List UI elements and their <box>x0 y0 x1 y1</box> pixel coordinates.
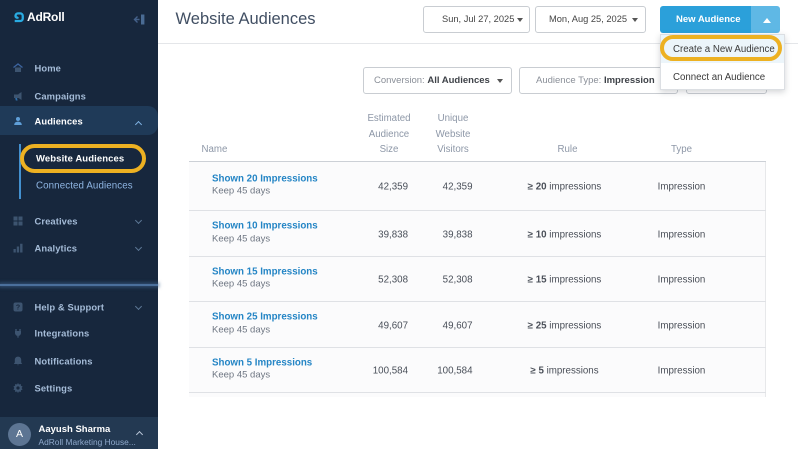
svg-text:?: ? <box>16 304 20 311</box>
